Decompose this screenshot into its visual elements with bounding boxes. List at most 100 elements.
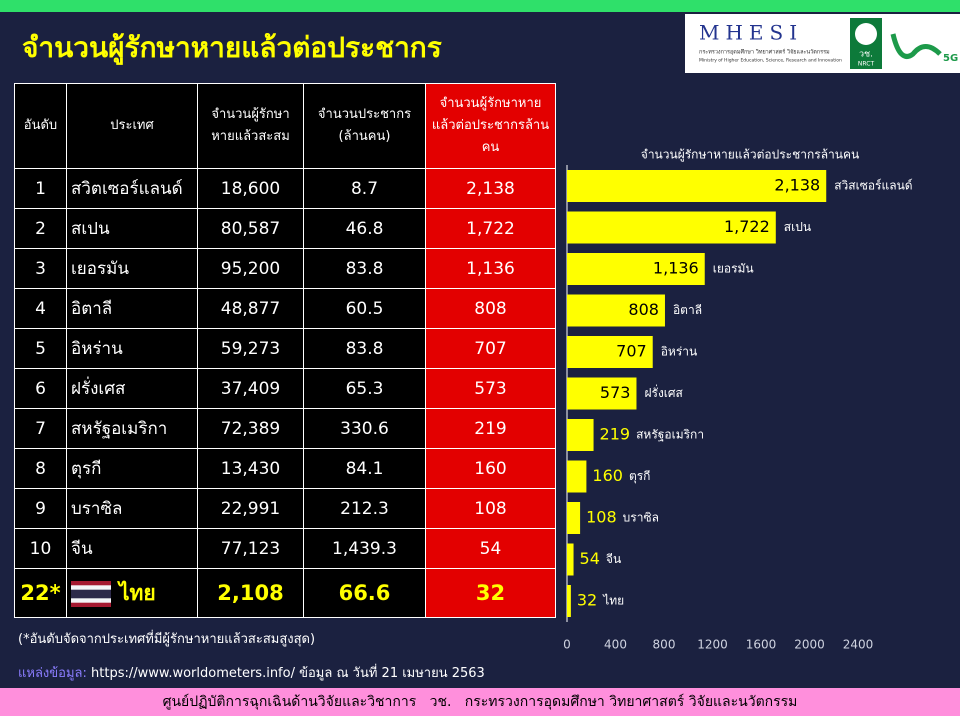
cell-text: 80,587 xyxy=(220,218,281,239)
cell-text: ฝรั่งเศส xyxy=(71,379,126,399)
cell-text: สวิตเซอร์แลนด์ xyxy=(71,179,183,199)
table-cell: 84.1 xyxy=(303,448,426,489)
cell-text: 1,439.3 xyxy=(332,538,397,559)
category-label: ไทย xyxy=(602,594,624,608)
table-cell: 707 xyxy=(425,328,556,369)
table-row: 1 สวิตเซอร์แลนด์ 18,600 8.7 2,138 xyxy=(14,168,556,209)
table-cell: 54 xyxy=(425,528,556,569)
cell-text: 83.8 xyxy=(345,338,384,359)
category-label: อิตาลี xyxy=(673,303,702,317)
value-label: 573 xyxy=(600,383,631,402)
cell-text: 2,108 xyxy=(217,581,284,605)
table-cell: บราซิล xyxy=(66,488,198,529)
cell-text: 7 xyxy=(35,418,46,439)
table-cell: 60.5 xyxy=(303,288,426,329)
cell-text: 707 xyxy=(474,338,507,359)
g5-swoosh xyxy=(890,33,942,59)
cell-text: 330.6 xyxy=(340,418,389,439)
cell-text: อิหร่าน xyxy=(71,339,123,359)
cell-text: 77,123 xyxy=(220,538,281,559)
table-cell: ตุรกี xyxy=(66,448,198,489)
table-row: 10 จีน 77,123 1,439.3 54 xyxy=(14,528,556,569)
table-cell: 1,136 xyxy=(425,248,556,289)
table-cell: 6 xyxy=(14,368,67,409)
table-cell: 108 xyxy=(425,488,556,529)
cell-text: 32 xyxy=(475,581,506,605)
source: แหล่งข้อมูล: https://www.worldometers.in… xyxy=(18,662,485,683)
top-bar xyxy=(0,0,960,12)
source-text: https://www.worldometers.info/ ข้อมูล ณ … xyxy=(91,666,485,681)
table-cell: 808 xyxy=(425,288,556,329)
cell-text: 83.8 xyxy=(345,258,384,279)
table-cell: จำนวนประชากร (ล้านคน) xyxy=(303,83,426,169)
cell-text: 95,200 xyxy=(220,258,281,279)
table-note: (*อันดับจัดจากประเทศที่มีผู้รักษาหายแล้ว… xyxy=(18,632,316,647)
cell-text: 60.5 xyxy=(345,298,384,319)
table-cell: 65.3 xyxy=(303,368,426,409)
cell-text: อิตาลี xyxy=(71,299,113,319)
x-tick-label: 0 xyxy=(563,638,571,652)
page-title: จำนวนผู้รักษาหายแล้วต่อประชากร xyxy=(22,31,442,64)
cell-text: สหรัฐอเมริกา xyxy=(71,419,168,439)
table-row: 8 ตุรกี 13,430 84.1 160 xyxy=(14,448,556,489)
logo-mhesi: MHESI xyxy=(699,21,803,45)
logo-ministry-th: กระทรวงการอุดมศึกษา วิทยาศาสตร์ วิจัยและ… xyxy=(699,49,830,56)
bar xyxy=(567,502,581,534)
cell-text: 212.3 xyxy=(340,498,389,519)
cell-text: 1,136 xyxy=(466,258,515,279)
cell-text: 219 xyxy=(474,418,507,439)
bar xyxy=(567,419,594,451)
table-cell: สหรัฐอเมริกา xyxy=(66,408,198,449)
bar xyxy=(567,294,665,327)
cell-text: 160 xyxy=(474,458,507,479)
table-row: 3 เยอรมัน 95,200 83.8 1,136 xyxy=(14,248,556,289)
cell-text: อันดับ xyxy=(23,118,58,133)
category-label: เยอรมัน xyxy=(713,262,754,276)
cell-text: 2 xyxy=(35,218,46,239)
table-cell: 83.8 xyxy=(303,328,426,369)
cell-text: สเปน xyxy=(71,219,110,239)
table-cell: 18,600 xyxy=(197,168,304,209)
logo-art: MHESI กระทรวงการอุดมศึกษา วิทยาศาสตร์ วิ… xyxy=(699,18,958,69)
cell-text: 6 xyxy=(35,378,46,399)
table-cell: 5 xyxy=(14,328,67,369)
cell-text: ตุรกี xyxy=(71,459,102,479)
table-cell: 8 xyxy=(14,448,67,489)
value-label: 32 xyxy=(577,591,597,610)
table-cell: 10 xyxy=(14,528,67,569)
cell-text: 66.6 xyxy=(338,581,391,605)
table-cell: อันดับ xyxy=(14,83,67,169)
x-tick-label: 1200 xyxy=(697,638,728,652)
cell-text: 13,430 xyxy=(220,458,281,479)
table-cell: 330.6 xyxy=(303,408,426,449)
table-row: อันดับ ประเทศ จำนวนผู้รักษาหายแล้วสะสม จำนว… xyxy=(14,83,556,169)
cell-text: 37,409 xyxy=(220,378,281,399)
cell-text: ประเทศ xyxy=(110,118,154,133)
table-row: 7 สหรัฐอเมริกา 72,389 330.6 219 xyxy=(14,408,556,449)
value-label: 808 xyxy=(628,300,659,319)
table-cell: จีน xyxy=(66,528,198,569)
cell-text: 5 xyxy=(35,338,46,359)
cell-text: 59,273 xyxy=(220,338,281,359)
table-cell: 48,877 xyxy=(197,288,304,329)
table-cell: 573 xyxy=(425,368,556,409)
table-cell: สวิตเซอร์แลนด์ xyxy=(66,168,198,209)
cell-text: 54 xyxy=(479,538,502,559)
table-cell: 66.6 xyxy=(303,568,426,618)
cell-text: เยอรมัน xyxy=(71,259,129,279)
table-cell: 83.8 xyxy=(303,248,426,289)
flag-stripe xyxy=(71,589,111,598)
logo-5g: 5G xyxy=(943,53,958,64)
table-cell: 72,389 xyxy=(197,408,304,449)
logo-ministry-en: Ministry of Higher Education, Science, R… xyxy=(699,58,842,64)
table-cell: สเปน xyxy=(66,208,198,249)
table-cell: จำนวนผู้รักษาหายแล้วต่อประชากรล้านคน xyxy=(425,83,556,169)
cell-text: 2,138 xyxy=(466,178,515,199)
source-label: แหล่งข้อมูล: xyxy=(18,666,87,681)
table-cell: 4 xyxy=(14,288,67,329)
value-label: 707 xyxy=(616,342,647,361)
cell-text: 3 xyxy=(35,258,46,279)
cell-text: 1 xyxy=(35,178,46,199)
cell-text: 8.7 xyxy=(350,178,379,199)
table-cell: 13,430 xyxy=(197,448,304,489)
